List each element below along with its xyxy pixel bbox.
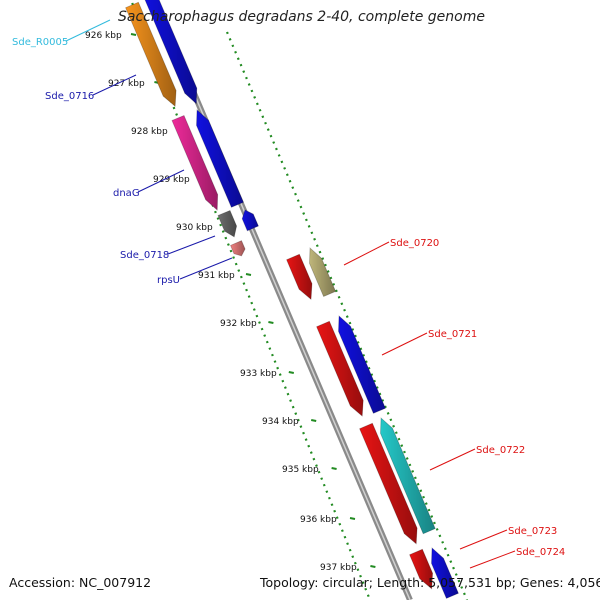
label-leader-line xyxy=(429,448,476,471)
feature-label[interactable]: Sde_0720 xyxy=(390,238,439,249)
ruler-tick-mark xyxy=(349,517,356,520)
gene-feature-shade xyxy=(230,240,246,256)
ruler-tick-mark xyxy=(370,565,376,568)
gene-feature-shade xyxy=(380,418,436,534)
feature-label[interactable]: Sde_R0005 xyxy=(12,37,68,48)
feature-label[interactable]: dnaG xyxy=(113,188,140,199)
label-leader-line xyxy=(179,257,233,280)
gene-feature-shade xyxy=(309,248,336,297)
ruler-tick-label: 927 kbp xyxy=(108,79,145,89)
label-leader-line xyxy=(343,241,390,266)
label-leader-line xyxy=(459,529,508,550)
genome-title: Saccharophagus degradans 2-40, complete … xyxy=(118,9,485,25)
feature-label[interactable]: Sde_0724 xyxy=(516,547,565,558)
ruler-tick-label: 930 kbp xyxy=(176,223,213,233)
ruler-tick-label: 936 kbp xyxy=(300,515,337,525)
ruler-tick-mark xyxy=(288,371,294,374)
label-leader-line xyxy=(137,169,185,193)
feature-labels: Sde_R0005 Sde_0716 dnaG Sde_0718 rpsU Sde_072… xyxy=(12,37,565,558)
gene-feature-shade xyxy=(242,210,259,231)
gene-feature-shade xyxy=(359,423,418,544)
ruler-tick-label: 933 kbp xyxy=(240,369,277,379)
ruler-track-left xyxy=(129,0,372,600)
ruler-tick-mark xyxy=(130,33,137,36)
label-leader-line xyxy=(469,550,516,569)
feature-label[interactable]: Sde_0718 xyxy=(120,250,169,261)
ruler-tick-mark xyxy=(245,273,252,276)
ruler-tick-label: 929 kbp xyxy=(153,175,190,185)
ruler-track-right xyxy=(225,31,469,600)
feature-label[interactable]: Sde_0716 xyxy=(45,91,94,102)
gene-feature-shade xyxy=(409,549,433,589)
ruler-tick-label: 926 kbp xyxy=(85,31,122,41)
label-leaders xyxy=(65,19,516,569)
gene-feature-shade xyxy=(145,0,197,104)
feature-label[interactable]: rpsU xyxy=(157,275,180,286)
gene-feature-shade xyxy=(286,254,312,300)
ruler-tick-mark xyxy=(311,419,317,422)
gene-feature-shade xyxy=(172,115,218,210)
feature-label[interactable]: Sde_0722 xyxy=(476,445,525,456)
ruler-tick-labels: 926 kbp 927 kbp 928 kbp 929 kbp 930 kbp 931 k… xyxy=(85,31,357,573)
ruler-tick-label: 934 kbp xyxy=(262,417,299,427)
ruler-tick-label: 932 kbp xyxy=(220,319,257,329)
ruler-tick-label: 931 kbp xyxy=(198,271,235,281)
label-leader-line xyxy=(381,332,428,356)
gene-feature-shade xyxy=(316,321,364,416)
ruler-tick-label: 935 kbp xyxy=(282,465,319,475)
gene-feature-shade xyxy=(196,110,244,208)
ruler-tick-marks xyxy=(130,33,376,568)
feature-label[interactable]: Sde_0721 xyxy=(428,329,477,340)
label-leader-line xyxy=(65,19,111,42)
gene-feature-shade xyxy=(431,548,459,599)
ruler-tick-label: 937 kbp xyxy=(320,563,357,573)
gene-feature-shade xyxy=(338,316,386,414)
gene-feature-shade xyxy=(125,2,177,107)
label-leader-line xyxy=(167,235,216,255)
gene-feature-shade xyxy=(218,210,237,237)
genome-summary-text: Topology: circular; Length: 5,057,531 bp… xyxy=(260,575,600,590)
label-leader-line xyxy=(92,74,137,96)
ruler-tick-mark xyxy=(268,321,274,324)
ruler-tick-label: 928 kbp xyxy=(131,127,168,137)
gene-features xyxy=(125,0,459,599)
feature-label[interactable]: Sde_0723 xyxy=(508,526,557,537)
accession-text: Accession: NC_007912 xyxy=(9,575,152,590)
ruler-tick-mark xyxy=(331,467,337,470)
